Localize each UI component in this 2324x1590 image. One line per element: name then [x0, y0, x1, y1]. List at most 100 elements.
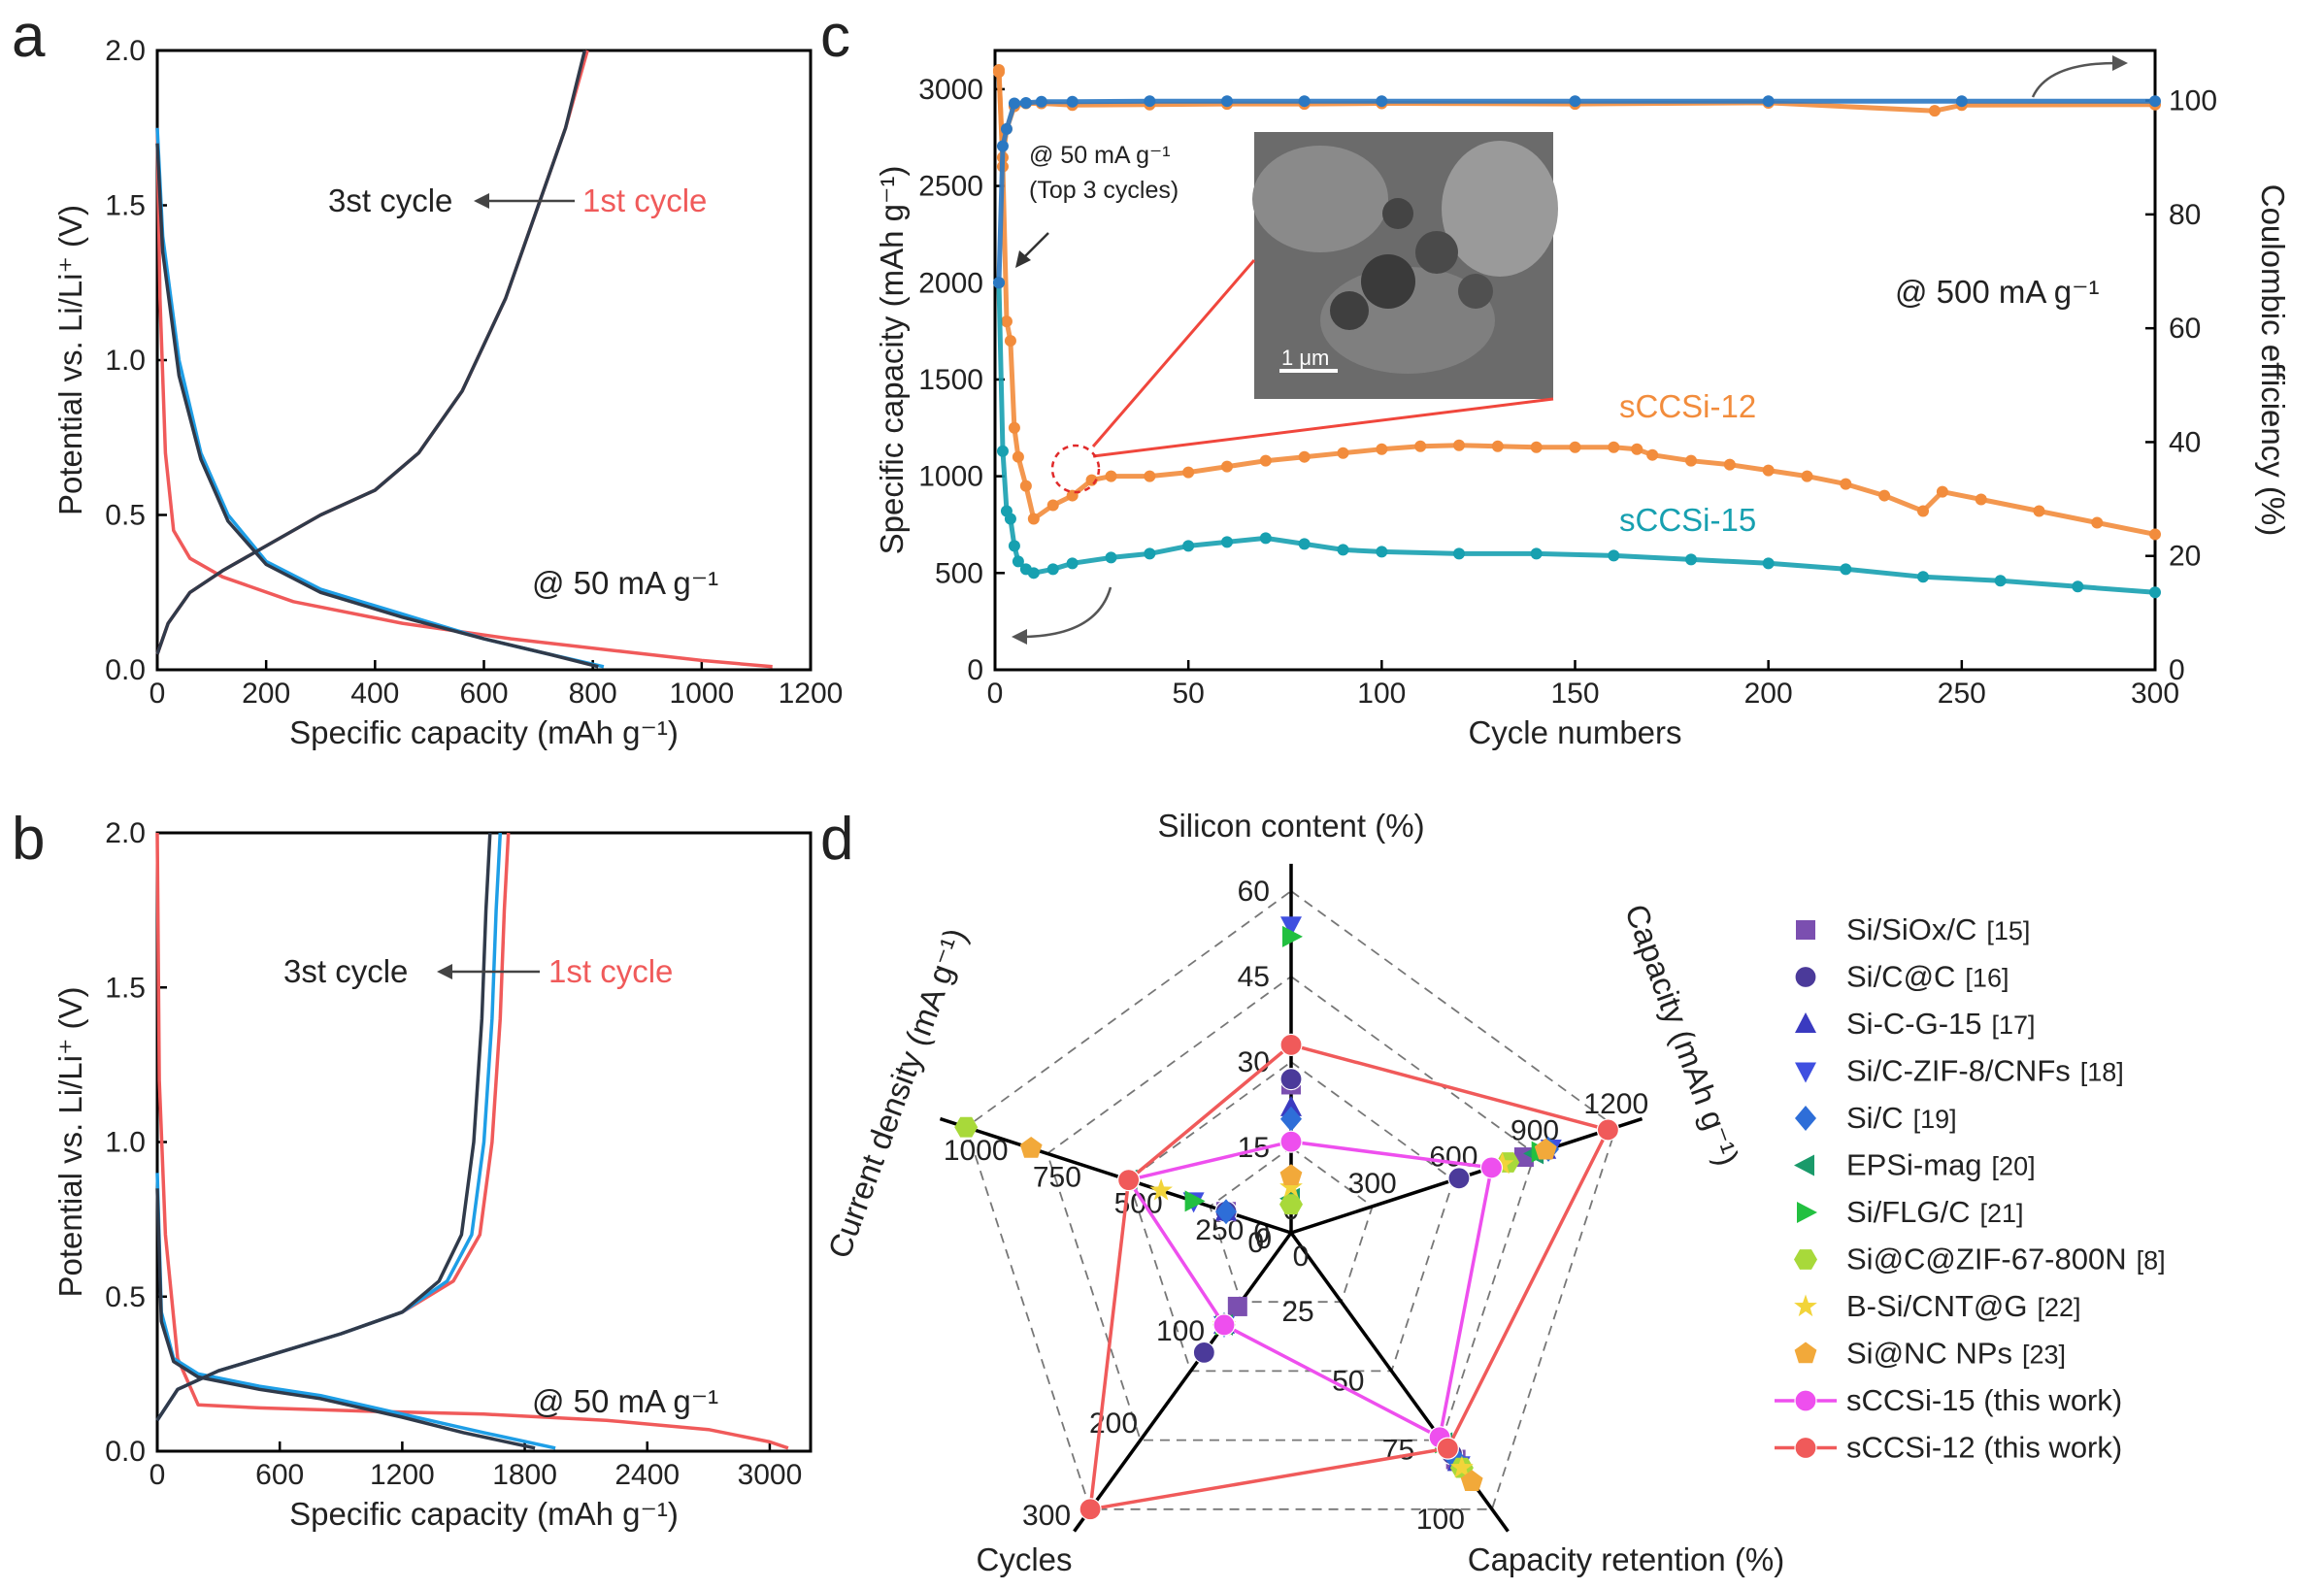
x-tick-label: 400 — [350, 678, 399, 710]
y-tick-label: 1500 — [918, 364, 983, 396]
series-line — [155, 832, 789, 1450]
y-axis-title: Specific capacity (mAh g⁻¹) — [874, 166, 910, 555]
x-axis-title: Cycle numbers — [1468, 714, 1681, 750]
series-marker — [1797, 1202, 1817, 1223]
x-tick-label: 800 — [569, 678, 617, 710]
series-line — [155, 1173, 556, 1450]
x-tick-label: 600 — [459, 678, 508, 710]
radar-tick-label: 1000 — [944, 1135, 1009, 1167]
panel-a-rate-label: @ 50 mA g⁻¹ — [532, 565, 718, 601]
series-marker — [1280, 916, 1302, 938]
x-axis-title: Specific capacity (mAh g⁻¹) — [289, 714, 679, 750]
series-point — [1376, 546, 1388, 558]
series-point — [1046, 563, 1059, 576]
legend-name: Si@C@ZIF-67-800N — [1846, 1242, 2127, 1276]
series-marker — [1794, 1249, 1817, 1270]
legend-label: B-Si/CNT@G [22] — [1846, 1289, 2081, 1323]
radar-axis-title: Silicon content (%) — [1157, 808, 1424, 844]
series-marker — [1794, 1154, 1814, 1176]
radar-axis-title: Capacity retention (%) — [1468, 1541, 1784, 1577]
series-point — [1337, 544, 1349, 556]
series-marker — [1279, 1130, 1303, 1153]
panel-c-low-rate-arrow — [1020, 232, 1049, 261]
sem-scale-bar-label: 1 μm — [1281, 346, 1329, 370]
radar-grid-ring — [1209, 1145, 1374, 1304]
series-marker — [1184, 1190, 1206, 1212]
radar-tick-label: 200 — [1089, 1408, 1138, 1440]
x-tick-label: 50 — [1172, 678, 1204, 710]
series-marker — [1596, 1118, 1620, 1142]
series-point — [1376, 95, 1388, 108]
radar-tick-label: 75 — [1382, 1435, 1414, 1467]
series-point — [1569, 95, 1581, 108]
panel-c-label-sccsi12: sCCSi-12 — [1619, 388, 1756, 424]
series-point — [1298, 538, 1311, 550]
y-tick-label: 0.0 — [105, 654, 146, 686]
radar-axis-title: Current density (mA g⁻¹) — [820, 923, 973, 1263]
legend-label: Si-C-G-15 [17] — [1846, 1007, 2036, 1041]
series-point — [1221, 460, 1233, 473]
series-point — [2149, 528, 2161, 541]
y-tick-label: 2000 — [918, 267, 983, 299]
legend-label: Si/C-ZIF-8/CNFs [18] — [1846, 1054, 2124, 1088]
series-marker — [1436, 1437, 1459, 1460]
radar-tick-label: 50 — [1332, 1365, 1364, 1397]
panel-letter-d: d — [820, 806, 853, 873]
radar-tick-label: 300 — [1022, 1500, 1071, 1532]
series-line — [155, 1188, 536, 1450]
legend-label: Si/C [19] — [1846, 1101, 1957, 1135]
panel-letter-c: c — [820, 3, 850, 70]
zoom-line-lower — [1092, 397, 1554, 458]
series-point — [1144, 95, 1156, 108]
series-point — [1182, 540, 1195, 552]
panel-d-radar-area: 0153045600300600900120002550751000100200… — [820, 808, 1784, 1577]
panel-d-legend: Si/SiOx/C [15] Si/C@C [16] Si-C-G-15 [17] Si/C… — [1775, 912, 2166, 1465]
series-marker — [1279, 1164, 1303, 1185]
y-tick-label: 1.5 — [105, 972, 146, 1004]
series-marker — [1460, 1470, 1483, 1491]
legend-label: EPSi-mag [20] — [1846, 1148, 2036, 1182]
series-point — [1337, 447, 1349, 459]
panel-c-low-rate-label: @ 50 mA g⁻¹ — [1029, 142, 1171, 169]
series-point — [1762, 464, 1775, 477]
y-tick-label: 2.0 — [105, 35, 146, 67]
radar-series-outline — [1088, 1043, 1610, 1511]
series-line — [155, 832, 492, 1422]
series-marker — [1279, 1033, 1303, 1057]
series-line — [155, 50, 589, 655]
radar-axis-title: Cycles — [976, 1541, 1072, 1577]
series-marker — [1279, 1194, 1303, 1215]
legend-name: Si@NC NPs — [1846, 1337, 2012, 1371]
radar-tick-label: 30 — [1238, 1046, 1270, 1078]
legend-label: Si/SiOx/C [15] — [1846, 912, 2030, 946]
series-marker — [1227, 1296, 1247, 1316]
series-marker — [1192, 1341, 1215, 1365]
series-point — [1035, 95, 1047, 108]
series-point — [1840, 563, 1852, 576]
series-marker — [1794, 1389, 1817, 1412]
x-tick-label: 1200 — [370, 1459, 435, 1491]
series-marker — [1450, 1455, 1474, 1478]
series-point — [1004, 335, 1016, 348]
series-point — [1801, 470, 1813, 482]
series-point — [1066, 557, 1079, 570]
radar-tick-label: 100 — [1416, 1504, 1465, 1536]
y-tick-label: 1000 — [918, 461, 983, 493]
radar-tick-label: 750 — [1033, 1161, 1081, 1193]
series-point — [1298, 95, 1311, 108]
x-tick-label: 100 — [1357, 678, 1406, 710]
series-line — [155, 143, 599, 669]
series-line — [155, 50, 586, 655]
x-tick-label: 2400 — [614, 1459, 680, 1491]
legend-ref: [21] — [1979, 1199, 2023, 1228]
series-point — [1004, 513, 1016, 525]
panel-a-third-cycle-label: 3st cycle — [328, 182, 452, 218]
series-point — [1019, 480, 1032, 492]
radar-tick-label: 100 — [1156, 1315, 1205, 1347]
panel-letter-a: a — [12, 3, 46, 70]
panel-c-label-sccsi15: sCCSi-15 — [1619, 502, 1756, 538]
series-point — [1008, 97, 1020, 110]
series-marker — [1280, 1106, 1302, 1132]
series-marker — [1794, 1294, 1817, 1317]
